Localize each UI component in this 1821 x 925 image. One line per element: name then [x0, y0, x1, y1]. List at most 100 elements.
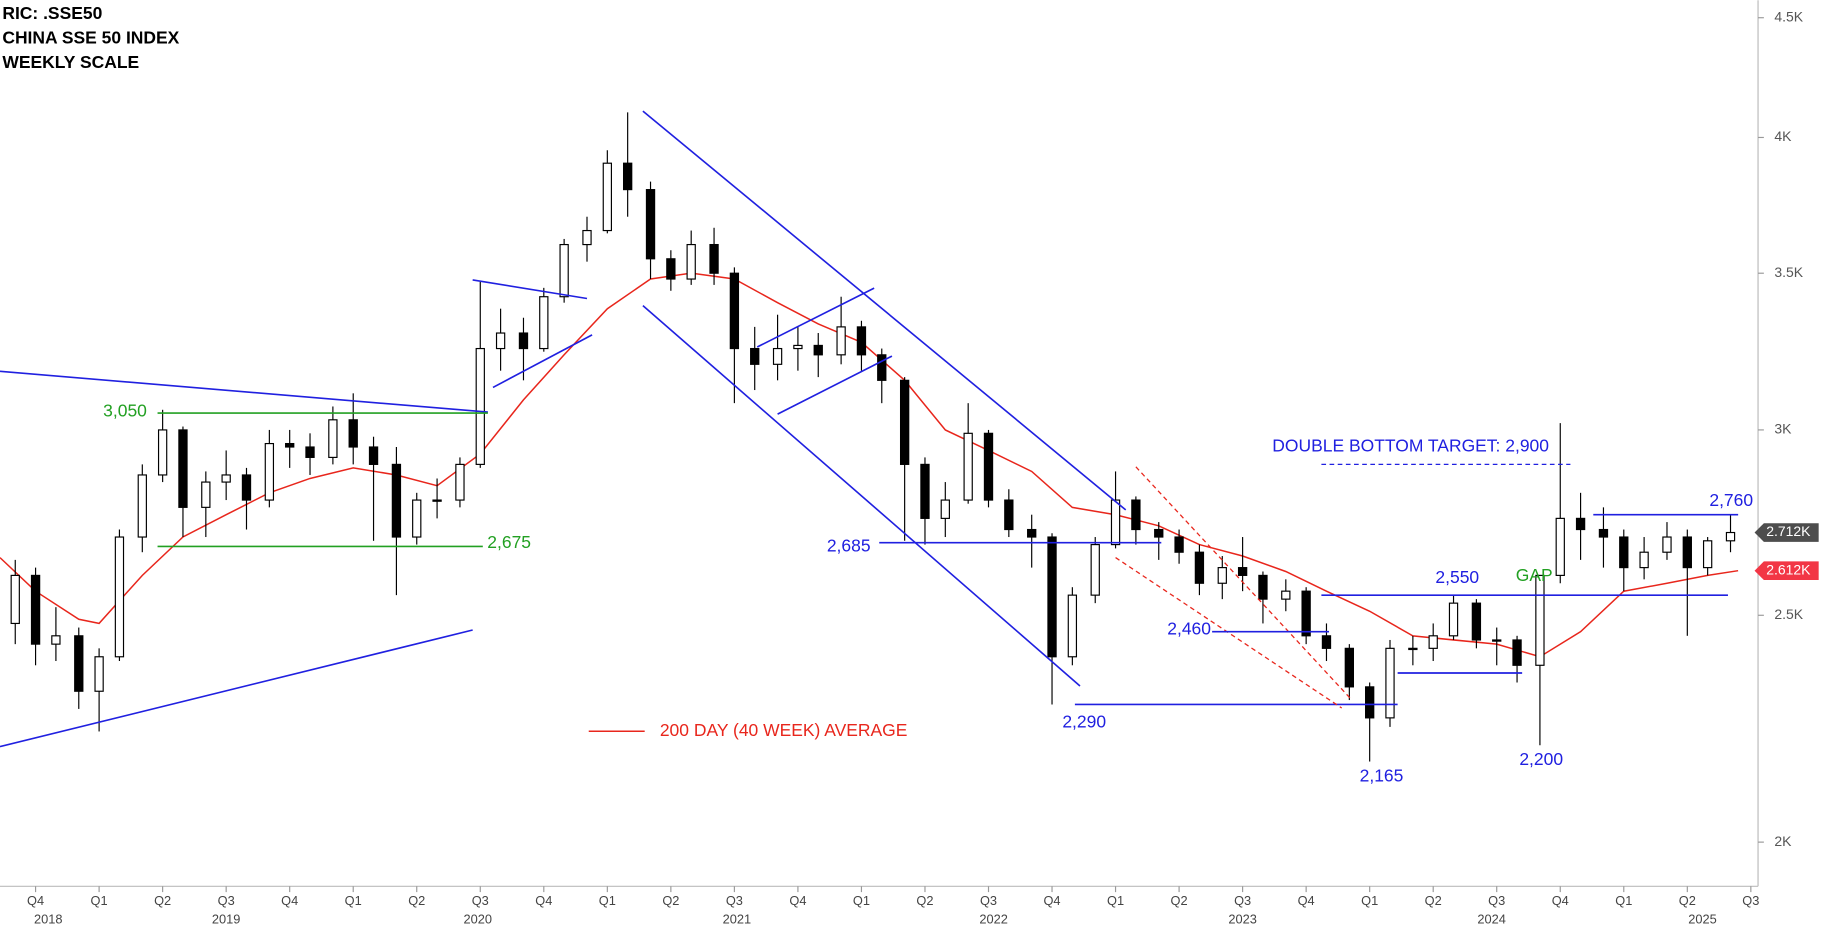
candle-body — [963, 432, 973, 501]
candle-body — [1217, 567, 1227, 584]
price-tag-label: 2.612K — [1766, 561, 1811, 577]
candle-body — [74, 635, 84, 692]
plot-area — [0, 110, 1739, 762]
annotation: 2,165 — [1360, 765, 1404, 785]
x-tick-label: Q4 — [789, 893, 806, 908]
year-label: 2023 — [1228, 911, 1257, 925]
candle-body — [1237, 567, 1248, 576]
candle-body — [622, 162, 633, 191]
y-tick-label: 2.5K — [1774, 606, 1803, 622]
candle-body — [495, 332, 506, 350]
candle-body — [305, 446, 315, 458]
candle-body — [940, 499, 950, 519]
trend-line — [492, 334, 593, 389]
candle-body — [10, 574, 20, 625]
annotation: 2,460 — [1167, 618, 1211, 638]
x-tick-label: Q3 — [1742, 893, 1759, 908]
candle-body — [1321, 635, 1332, 649]
candle-body — [856, 326, 867, 356]
candle-body — [750, 347, 760, 365]
chart-subtitle: CHINA SSE 50 INDEX — [2, 27, 179, 47]
x-tick-label: Q1 — [345, 893, 362, 908]
candle-body — [368, 446, 379, 465]
candle-body — [1492, 639, 1502, 642]
annotation: 2,675 — [487, 532, 531, 552]
candle-body — [51, 635, 61, 645]
price-tag — [1754, 561, 1819, 581]
x-tick-label: Q3 — [726, 893, 743, 908]
annotation: 3,050 — [103, 400, 147, 420]
candle-body — [877, 354, 887, 381]
y-tick-label: 4K — [1774, 128, 1792, 144]
candle-body — [221, 474, 231, 483]
x-tick-label: Q2 — [662, 893, 679, 908]
candle-body — [1090, 544, 1100, 596]
candle-body — [1258, 574, 1268, 600]
candle-body — [432, 499, 442, 502]
candle-body — [178, 429, 188, 508]
x-tick-label: Q3 — [472, 893, 489, 908]
x-tick-label: Q1 — [1107, 893, 1124, 908]
candle-body — [114, 536, 125, 658]
annotation: 2,760 — [1709, 490, 1753, 510]
x-tick-label: Q1 — [1615, 893, 1632, 908]
x-tick-label: Q2 — [916, 893, 933, 908]
x-tick-label: Q2 — [1425, 893, 1442, 908]
x-tick-label: Q4 — [27, 893, 44, 908]
candle-body — [793, 344, 803, 350]
candle-body — [1535, 574, 1545, 666]
year-label: 2022 — [979, 911, 1008, 925]
trend-line — [756, 287, 875, 348]
candle-body — [709, 243, 719, 274]
x-tick-label: Q3 — [1488, 893, 1505, 908]
candle-body — [348, 419, 358, 448]
x-tick-label: Q4 — [535, 893, 552, 908]
candle-body — [30, 574, 41, 645]
candle-body — [1682, 536, 1692, 569]
candle-body — [264, 442, 275, 501]
chart-title: RIC: .SSE50 — [2, 3, 102, 23]
candle-body — [1027, 528, 1037, 538]
candle-body — [1110, 499, 1121, 546]
candle-body — [1598, 528, 1609, 538]
x-tick-label: Q4 — [1043, 893, 1060, 908]
candle-body — [686, 243, 696, 280]
annotation: DOUBLE BOTTOM TARGET: 2,900 — [1272, 435, 1549, 455]
candle-body — [1619, 536, 1629, 569]
x-tick-label: Q2 — [154, 893, 171, 908]
candle-body — [582, 229, 592, 246]
year-label: 2024 — [1477, 911, 1506, 925]
candle-body — [1194, 551, 1205, 584]
x-tick-label: Q1 — [599, 893, 616, 908]
candle-body — [201, 481, 211, 508]
x-tick-label: Q4 — [281, 893, 298, 908]
x-tick-label: Q1 — [91, 893, 108, 908]
candle-body — [1448, 602, 1459, 637]
candle-body — [94, 656, 104, 692]
candle-body — [1365, 686, 1375, 719]
candle-body — [1575, 517, 1586, 531]
trend-line — [0, 370, 488, 413]
candle-body — [328, 419, 338, 458]
annotation: 2,200 — [1519, 749, 1563, 769]
candle-body — [645, 189, 656, 260]
x-tick-label: Q3 — [218, 893, 235, 908]
candle-body — [836, 326, 846, 356]
y-tick-label: 4.5K — [1774, 8, 1803, 24]
candle-body — [1385, 647, 1395, 719]
x-tick-label: Q2 — [1679, 893, 1696, 908]
candle-body — [1639, 551, 1649, 569]
y-tick-label: 2K — [1774, 833, 1792, 849]
x-tick-label: Q3 — [1234, 893, 1251, 908]
year-label: 2021 — [723, 911, 752, 925]
candle-body — [1344, 647, 1355, 688]
candle-body — [1662, 536, 1672, 553]
trend-line — [642, 305, 1081, 687]
x-tick-label: Q2 — [1171, 893, 1188, 908]
candle-body — [137, 474, 147, 538]
candle-body — [1131, 499, 1141, 531]
x-tick-label: Q1 — [1361, 893, 1378, 908]
candle-body — [602, 162, 612, 232]
annotation: 2,550 — [1435, 567, 1479, 587]
